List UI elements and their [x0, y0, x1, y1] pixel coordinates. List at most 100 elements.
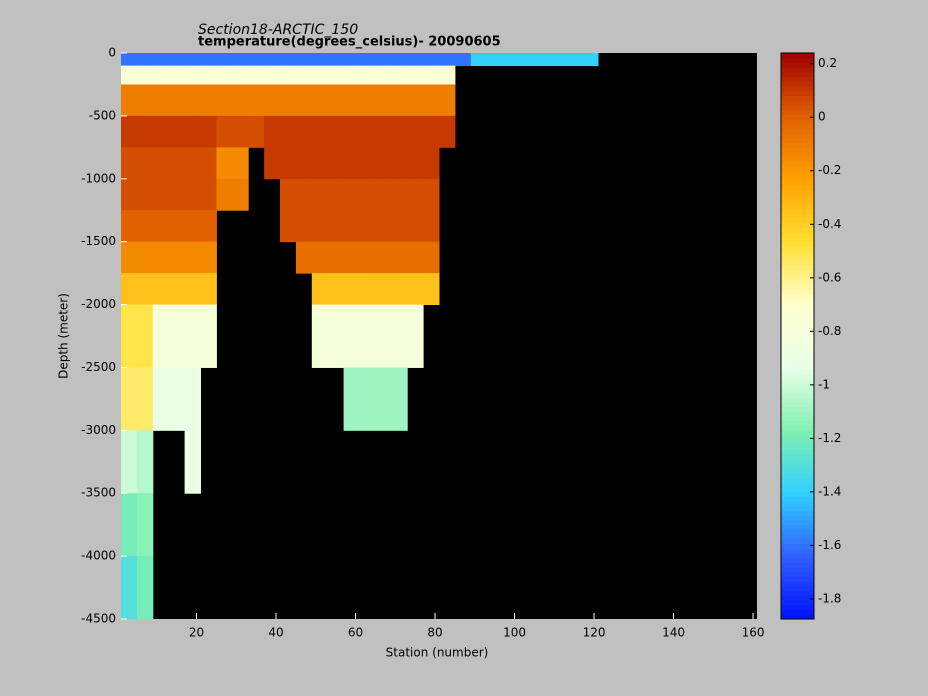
- heat-cell: [343, 367, 360, 431]
- heat-cell: [375, 178, 392, 211]
- colorbar-swatch: [781, 519, 814, 526]
- heat-cell: [232, 53, 249, 67]
- colorbar-swatch: [781, 567, 814, 573]
- heat-cell: [311, 65, 329, 85]
- colorbar-swatch: [781, 293, 814, 299]
- heat-cell: [152, 241, 170, 274]
- heat-cell: [216, 53, 233, 67]
- colorbar-swatch: [781, 180, 814, 186]
- heat-cell: [359, 178, 376, 211]
- x-tick-label: 140: [662, 626, 685, 640]
- colorbar-swatch: [781, 505, 814, 512]
- colorbar-tick-label: -1.4: [818, 484, 841, 498]
- colorbar-swatch: [781, 538, 814, 545]
- y-tick-label: -500: [89, 108, 116, 122]
- heat-cell: [200, 241, 217, 274]
- x-axis-label: Station (number): [386, 646, 489, 660]
- chart-title: Section18-ARCTIC_150: [198, 22, 358, 38]
- colorbar-swatch: [781, 137, 814, 144]
- heat-cell: [184, 65, 201, 85]
- heat-cell: [375, 210, 392, 243]
- colorbar-swatch: [781, 501, 814, 507]
- x-tick-label: 160: [742, 626, 765, 640]
- colorbar-tick-label: -0.8: [818, 324, 841, 338]
- heat-cell: [121, 367, 138, 431]
- heat-cell: [423, 84, 440, 117]
- x-tick-label: 20: [189, 626, 204, 640]
- colorbar-tick-label: 0.2: [818, 56, 837, 70]
- heat-cell: [121, 273, 138, 306]
- colorbar-swatch: [781, 378, 814, 384]
- heat-cell: [327, 84, 345, 117]
- heat-cell: [200, 273, 217, 306]
- heat-cell: [343, 273, 360, 306]
- heat-cell: [407, 304, 424, 368]
- heat-cell: [423, 147, 440, 180]
- heat-cell: [264, 147, 281, 180]
- colorbar-swatch: [781, 354, 814, 361]
- colorbar-swatch: [781, 194, 814, 200]
- heat-cell: [168, 210, 186, 243]
- heat-cell: [232, 65, 249, 85]
- heat-cell: [200, 115, 217, 148]
- heat-cell: [121, 115, 138, 148]
- colorbar-tick-label: -0.2: [818, 163, 841, 177]
- colorbar-swatch: [781, 477, 814, 483]
- colorbar-swatch: [781, 548, 814, 554]
- colorbar-swatch: [781, 430, 814, 436]
- chart-subtitle: temperature(degrees_celsius)- 20090605: [198, 35, 501, 50]
- heat-cell: [136, 210, 154, 243]
- heat-cell: [439, 115, 456, 148]
- heat-cell: [136, 367, 154, 431]
- heat-cell: [152, 210, 170, 243]
- heat-cell: [327, 210, 345, 243]
- colorbar-swatch: [781, 133, 814, 139]
- y-tick-label: -4000: [81, 549, 116, 563]
- heat-cell: [121, 241, 138, 274]
- colorbar-swatch: [781, 524, 814, 530]
- colorbar-swatch: [781, 265, 814, 271]
- colorbar-swatch: [781, 581, 814, 587]
- heat-cell: [407, 53, 424, 67]
- heat-cell: [375, 241, 392, 274]
- colorbar-swatch: [781, 57, 814, 63]
- heat-cell: [343, 241, 360, 274]
- colorbar-swatch: [781, 185, 814, 191]
- heat-cell: [343, 115, 360, 148]
- heat-cell: [168, 115, 186, 148]
- x-tick-label: 120: [583, 626, 606, 640]
- heat-cell: [121, 430, 138, 494]
- heat-cell: [327, 53, 345, 67]
- heat-cell: [327, 273, 345, 306]
- heat-cell: [295, 115, 313, 148]
- heat-cell: [359, 115, 376, 148]
- heat-cell: [216, 84, 233, 117]
- colorbar-swatch: [781, 208, 814, 214]
- colorbar-swatch: [781, 529, 814, 535]
- x-tick-label: 80: [427, 626, 442, 640]
- heat-cell: [359, 241, 376, 274]
- colorbar-swatch: [781, 402, 814, 408]
- heat-cell: [168, 273, 186, 306]
- heat-cell: [311, 210, 329, 243]
- colorbar-swatch: [781, 406, 814, 412]
- heat-cell: [391, 304, 408, 368]
- heat-cell: [359, 147, 376, 180]
- heat-cell: [121, 147, 138, 180]
- colorbar-swatch: [781, 236, 814, 243]
- heat-cell: [216, 65, 233, 85]
- heat-cell: [295, 84, 313, 117]
- colorbar-swatch: [781, 600, 814, 606]
- heat-cell: [121, 210, 138, 243]
- heat-cell: [216, 115, 233, 148]
- heat-cell: [407, 147, 424, 180]
- colorbar-swatch: [781, 274, 814, 280]
- colorbar-swatch: [781, 576, 814, 582]
- colorbar-swatch: [781, 453, 814, 460]
- colorbar-swatch: [781, 279, 814, 285]
- colorbar-swatch: [781, 571, 814, 578]
- heat-cell: [184, 53, 201, 67]
- heat-cell: [121, 556, 138, 620]
- heat-cell: [486, 53, 504, 67]
